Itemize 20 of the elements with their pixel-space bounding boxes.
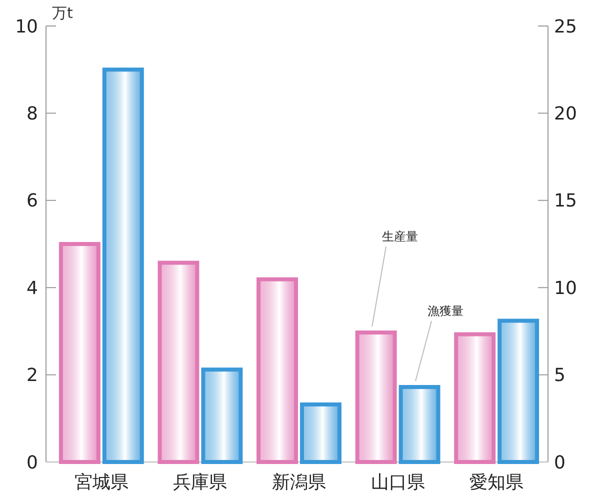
y-tick-label: 8 — [26, 104, 38, 124]
y2-tick-label: 25 — [554, 16, 577, 38]
x-tick-label: 宮城県 — [74, 472, 128, 493]
y2-tick-label: 10 — [554, 278, 577, 299]
text: 生産量 — [382, 230, 418, 244]
x-tick-label: 新潟県 — [272, 472, 326, 493]
x-tick-label: 山口県 — [370, 472, 425, 493]
text: 漁獲量 — [428, 304, 464, 318]
y2-tick-label: 15 — [554, 190, 577, 212]
y-tick-label: 0 — [26, 452, 38, 474]
x-tick-label: 愛知県 — [470, 472, 524, 493]
y2-tick-label: 5 — [554, 365, 566, 386]
y2-tick-label: 20 — [554, 104, 577, 124]
y-tick-label: 2 — [26, 365, 38, 386]
y-tick-label: 4 — [26, 278, 38, 299]
y-tick-label: 6 — [26, 190, 38, 212]
x-tick-label: 兵庫県 — [173, 472, 228, 493]
y2-tick-label: 0 — [554, 452, 566, 474]
y-tick-label: 10 — [15, 16, 38, 38]
y-axis-title: 万t — [52, 4, 73, 22]
